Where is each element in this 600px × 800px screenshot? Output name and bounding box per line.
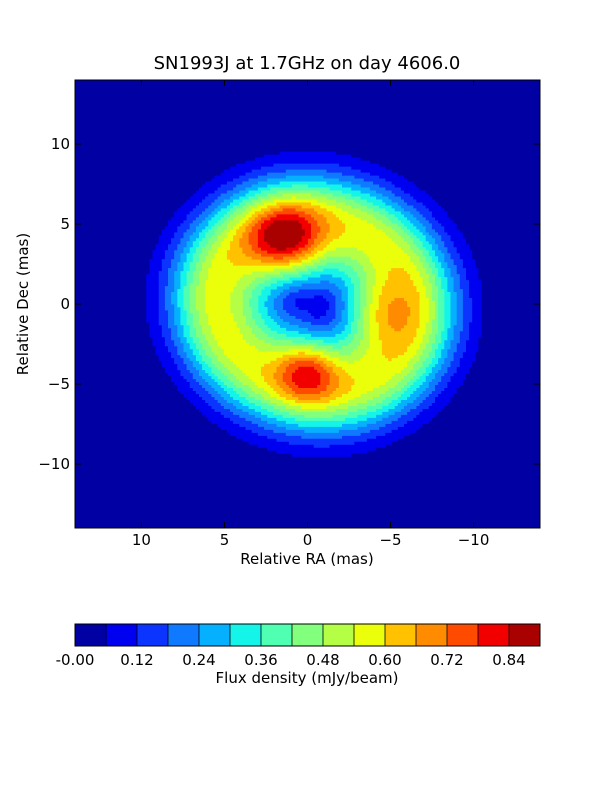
x-tick-label: −5 — [379, 531, 401, 549]
colorbar-tick-label: 0.48 — [306, 651, 339, 669]
x-tick-label: 0 — [303, 531, 313, 549]
colorbar-tick-label: 0.84 — [492, 651, 525, 669]
colorbar-segment — [292, 624, 324, 646]
colorbar-segment — [199, 624, 231, 646]
chart-title: SN1993J at 1.7GHz on day 4606.0 — [154, 53, 461, 74]
y-tick-label: 10 — [51, 135, 70, 153]
colorbar-tick-label: 0.36 — [244, 651, 277, 669]
x-axis-label: Relative RA (mas) — [240, 550, 373, 568]
colorbar-segment — [447, 624, 479, 646]
colorbar-segment — [106, 624, 138, 646]
y-tick-label: −10 — [38, 455, 70, 473]
x-tick-label: 10 — [132, 531, 151, 549]
colorbar-segment — [416, 624, 448, 646]
y-axis: 10 5 0 −5 −10 — [38, 135, 540, 473]
contour-band-1 — [146, 151, 482, 457]
colorbar-segment — [75, 624, 107, 646]
colorbar-tick-label: 0.60 — [368, 651, 401, 669]
colorbar-segment — [323, 624, 355, 646]
colorbar-segment — [509, 624, 541, 646]
contour-band-14 — [264, 220, 305, 251]
colorbar-tick-label: 0.24 — [182, 651, 215, 669]
colorbar-segment — [137, 624, 169, 646]
y-axis-label: Relative Dec (mas) — [14, 233, 32, 375]
colorbar-segment — [168, 624, 200, 646]
colorbar-label: Flux density (mJy/beam) — [216, 669, 399, 687]
x-tick-label: 5 — [220, 531, 230, 549]
colorbar-segment — [261, 624, 293, 646]
x-axis: 10 5 0 −5 −10 — [132, 80, 490, 549]
y-tick-label: 0 — [60, 295, 70, 313]
contour-band-9 — [205, 196, 429, 409]
colorbar-segment — [354, 624, 386, 646]
colorbar-tick-label: -0.00 — [56, 651, 95, 669]
colorbar: -0.00 0.12 0.24 0.36 0.48 0.60 0.72 0.84 — [56, 623, 541, 669]
x-tick-label: −10 — [458, 531, 490, 549]
y-tick-label: 5 — [60, 215, 70, 233]
colorbar-segment — [478, 624, 510, 646]
colorbar-segment — [230, 624, 262, 646]
colorbar-tick-label: 0.72 — [430, 651, 463, 669]
colorbar-frame — [74, 623, 541, 647]
colorbar-segment — [385, 624, 417, 646]
y-tick-label: −5 — [48, 375, 70, 393]
colorbar-tick-label: 0.12 — [120, 651, 153, 669]
contour-fills — [146, 151, 482, 457]
contour-band-12 — [248, 208, 330, 394]
plot-area — [74, 79, 541, 529]
